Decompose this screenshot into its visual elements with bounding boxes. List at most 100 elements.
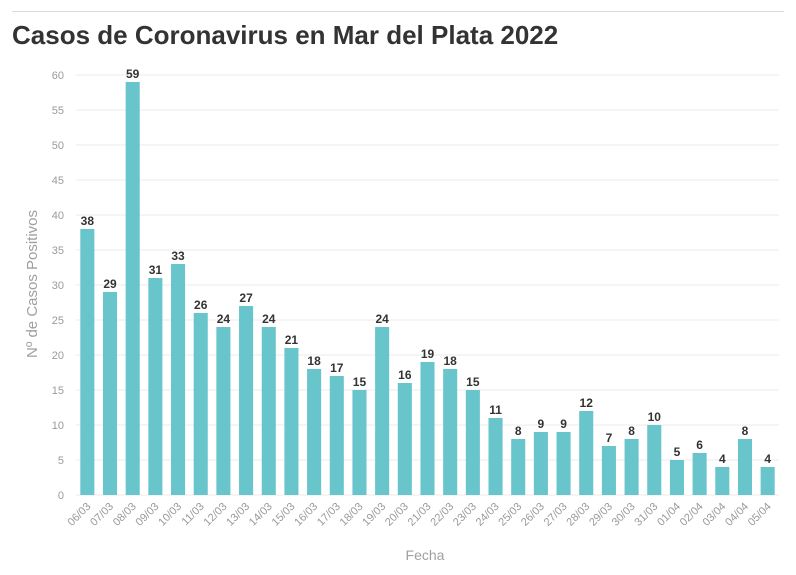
bar <box>216 327 231 495</box>
data-label: 38 <box>81 214 95 228</box>
x-tick-label: 29/03 <box>587 501 615 529</box>
bar <box>375 327 390 495</box>
y-axis-label: Nº de Casos Positivos <box>24 210 41 358</box>
data-label: 10 <box>648 410 662 424</box>
x-tick-label: 28/03 <box>564 501 592 529</box>
x-tick-label: 03/04 <box>700 501 728 529</box>
y-tick-label: 45 <box>52 175 64 187</box>
x-tick-label: 16/03 <box>292 501 320 529</box>
x-tick-label: 31/03 <box>632 501 660 529</box>
x-tick-label: 21/03 <box>406 501 434 529</box>
bar <box>125 82 140 495</box>
bar <box>647 425 662 495</box>
data-label: 59 <box>126 67 140 81</box>
x-tick-label: 05/04 <box>746 501 774 529</box>
bar <box>465 390 480 495</box>
x-tick-label: 18/03 <box>338 501 366 529</box>
data-label: 17 <box>330 361 344 375</box>
bar <box>102 292 118 495</box>
x-tick-label: 22/03 <box>428 501 456 529</box>
data-label: 26 <box>194 298 208 312</box>
x-tick-label: 20/03 <box>383 501 411 529</box>
data-label: 19 <box>421 347 435 361</box>
data-label: 16 <box>398 368 412 382</box>
y-tick-label: 25 <box>52 315 64 327</box>
y-tick-label: 55 <box>52 105 64 117</box>
data-label: 24 <box>262 312 276 326</box>
x-tick-label: 14/03 <box>247 501 275 529</box>
y-tick-label: 30 <box>52 280 64 292</box>
x-tick-label: 27/03 <box>542 501 570 529</box>
data-label: 12 <box>580 396 594 410</box>
bar <box>329 376 344 495</box>
data-label: 18 <box>443 354 457 368</box>
x-axis-ticks: 06/0307/0308/0309/0310/0311/0312/0313/03… <box>66 501 774 529</box>
y-tick-label: 0 <box>58 490 64 502</box>
data-label: 29 <box>103 277 117 291</box>
x-tick-label: 19/03 <box>360 501 388 529</box>
bar <box>193 313 208 495</box>
y-tick-label: 35 <box>52 245 64 257</box>
bar <box>669 460 684 495</box>
x-tick-label: 10/03 <box>156 501 184 529</box>
bar <box>556 432 571 495</box>
data-label: 9 <box>560 417 567 431</box>
bar <box>511 439 526 495</box>
x-tick-label: 02/04 <box>678 501 706 529</box>
data-label: 4 <box>764 452 771 466</box>
y-axis-ticks: 0 5 10 15 20 25 30 35 40 45 50 55 60 <box>52 70 64 502</box>
gridlines <box>76 74 779 496</box>
data-label: 11 <box>489 403 502 417</box>
bar <box>737 439 753 495</box>
x-tick-label: 13/03 <box>224 501 252 529</box>
x-tick-label: 17/03 <box>315 501 343 529</box>
data-label: 15 <box>466 375 480 389</box>
x-tick-label: 15/03 <box>270 501 298 529</box>
data-label: 6 <box>696 438 703 452</box>
top-rule <box>12 11 784 12</box>
y-tick-label: 15 <box>52 385 64 397</box>
bar <box>148 278 163 495</box>
y-tick-label: 5 <box>58 455 64 467</box>
y-tick-label: 50 <box>52 140 64 152</box>
y-tick-label: 40 <box>52 210 64 222</box>
data-label: 27 <box>239 291 253 305</box>
x-tick-label: 04/04 <box>723 501 751 529</box>
bar <box>715 467 730 495</box>
bar <box>488 418 503 495</box>
x-axis-label: Fecha <box>406 547 445 563</box>
data-label: 8 <box>742 424 749 438</box>
bar <box>352 390 367 495</box>
bar <box>579 411 594 495</box>
y-tick-label: 60 <box>52 70 64 82</box>
x-tick-label: 01/04 <box>655 501 683 529</box>
x-tick-label: 23/03 <box>451 501 479 529</box>
bar <box>624 439 639 495</box>
bar <box>80 229 95 495</box>
bar <box>533 432 548 495</box>
x-tick-label: 09/03 <box>134 501 162 529</box>
x-tick-label: 30/03 <box>610 501 638 529</box>
data-label: 18 <box>307 354 321 368</box>
data-label: 7 <box>606 431 613 445</box>
y-tick-label: 10 <box>52 420 64 432</box>
bar <box>760 467 775 495</box>
x-tick-label: 12/03 <box>202 501 230 529</box>
bar <box>171 264 186 495</box>
data-label: 31 <box>149 263 163 277</box>
bar <box>307 369 322 495</box>
data-label: 9 <box>538 417 545 431</box>
data-label: 4 <box>719 452 726 466</box>
data-label: 24 <box>375 312 389 326</box>
data-label: 5 <box>674 445 681 459</box>
x-tick-label: 26/03 <box>519 501 547 529</box>
x-tick-label: 24/03 <box>474 501 502 529</box>
bars <box>80 82 775 495</box>
data-label: 24 <box>217 312 231 326</box>
bar <box>601 446 616 495</box>
data-label: 8 <box>515 424 522 438</box>
x-tick-label: 07/03 <box>88 501 116 529</box>
x-tick-label: 25/03 <box>496 501 524 529</box>
